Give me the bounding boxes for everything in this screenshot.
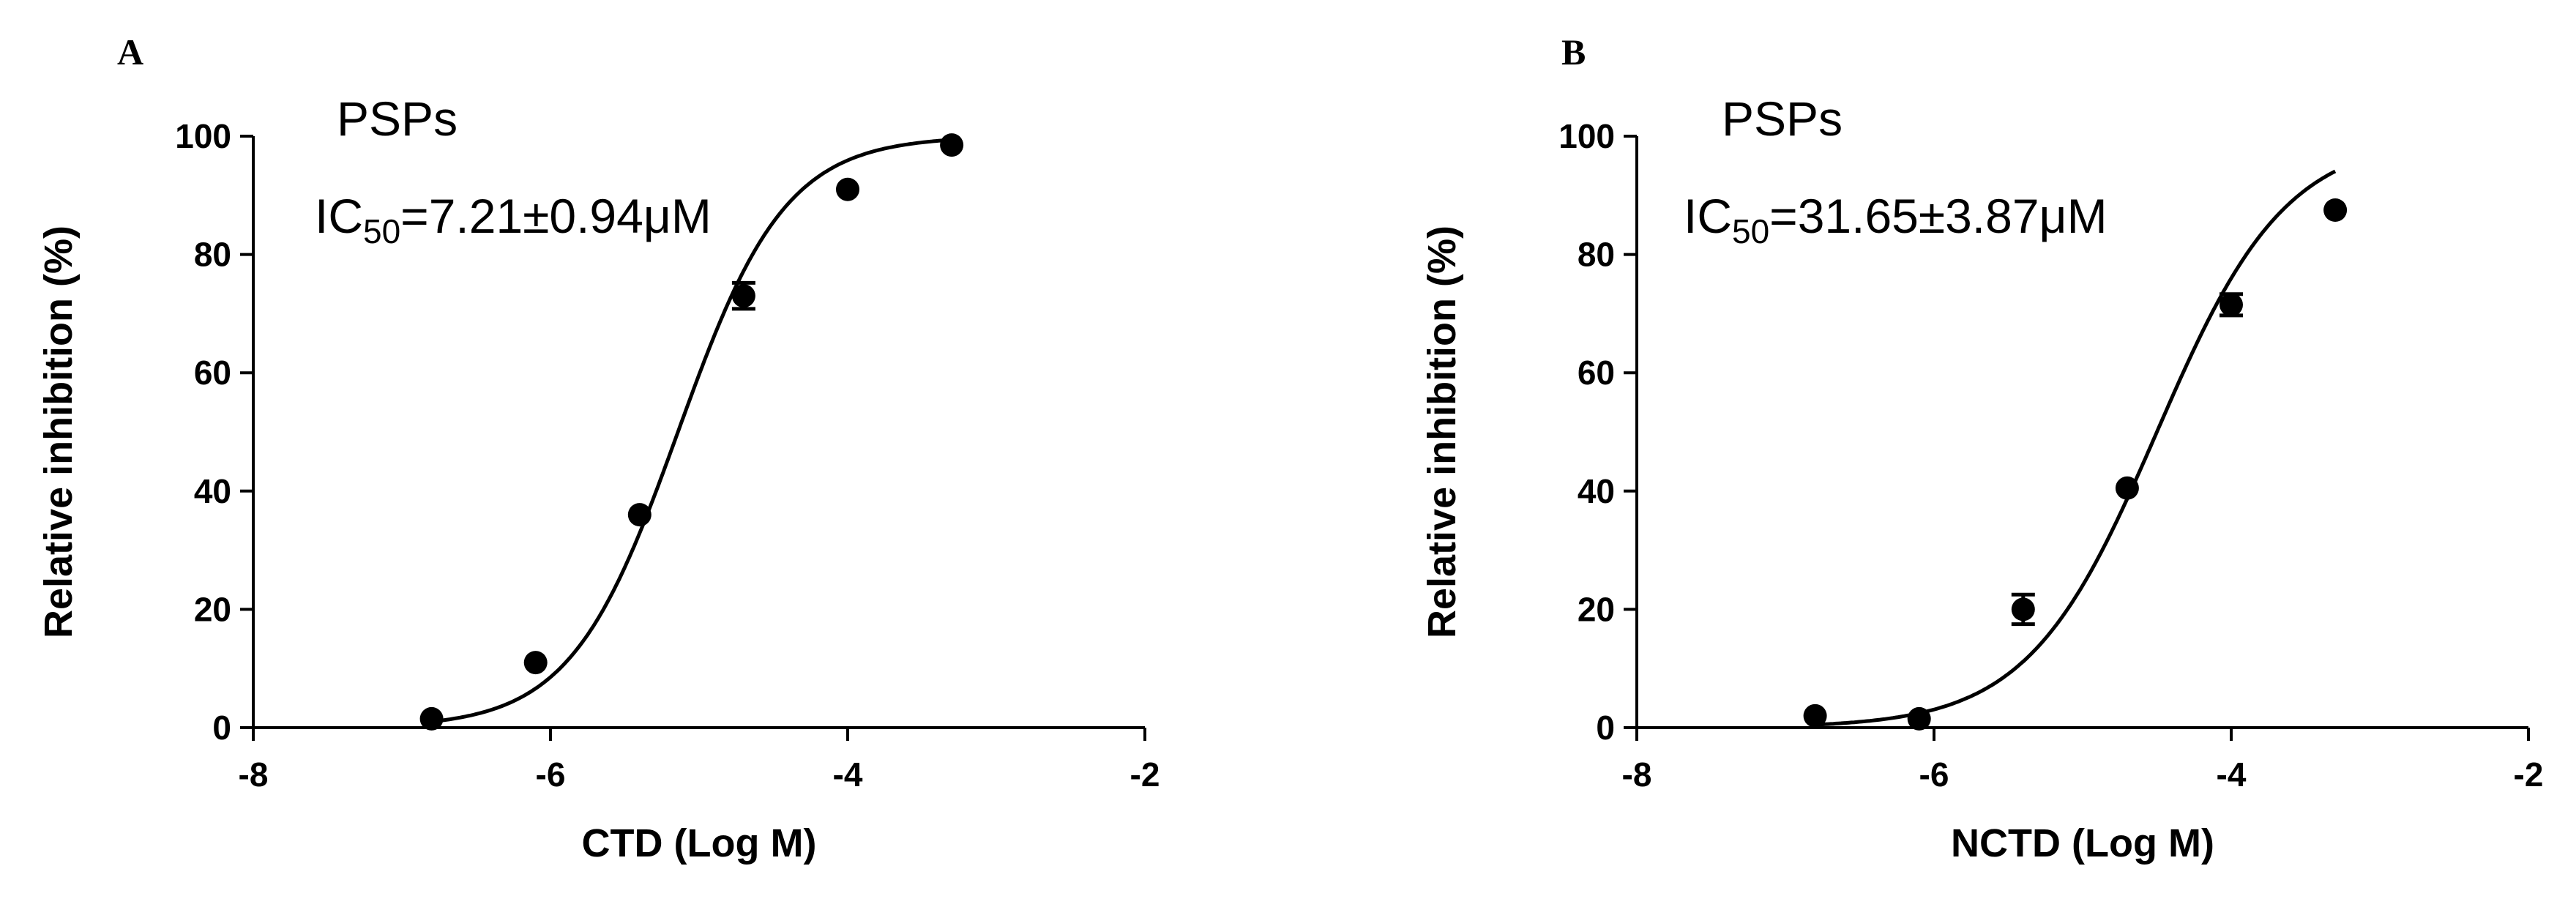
y-tick-label: 100: [175, 117, 231, 155]
ic50-prefix: IC: [1684, 189, 1732, 243]
data-point: [1803, 703, 1827, 728]
y-tick-label: 0: [1596, 709, 1615, 747]
data-point: [2011, 597, 2035, 622]
y-tick-label: 40: [194, 472, 231, 510]
x-axis-title: NCTD (Log M): [1951, 821, 2214, 865]
fit-curve: [1815, 169, 2337, 727]
chart-panel-a: A 0 20 40 60 80 100 -8 -6 -4 -2 CTD (Log M) Relative…: [37, 31, 1160, 865]
data-point: [627, 503, 652, 527]
data-point: [940, 133, 964, 157]
x-tick-label: -8: [239, 755, 269, 794]
y-tick-label: 80: [194, 236, 231, 274]
ic50-prefix: IC: [315, 189, 363, 243]
x-tick-label: -4: [833, 755, 863, 794]
panel-label: A: [117, 31, 143, 72]
y-tick-label: 0: [212, 709, 231, 747]
data-point: [731, 284, 755, 308]
x-tick-label: -2: [2514, 755, 2544, 794]
ic50-annotation: IC50=7.21±0.94μM: [315, 189, 712, 250]
y-axis-title: Relative inhibition (%): [37, 225, 81, 638]
y-tick-label: 80: [1578, 236, 1615, 274]
x-tick-label: -6: [1919, 755, 1949, 794]
data-point: [523, 651, 548, 675]
y-tick-label: 100: [1558, 117, 1615, 155]
data-point: [836, 177, 859, 201]
chart-panel-b: B 0 20 40 60 80 100 -8 -6 -4 -2 NCTD (Log M) Relativ…: [1420, 31, 2543, 865]
data-point: [1907, 706, 1931, 731]
y-axis-title: Relative inhibition (%): [1420, 225, 1464, 638]
y-tick-label: 60: [194, 354, 231, 392]
x-tick-label: -8: [1622, 755, 1652, 794]
data-point: [2220, 293, 2243, 317]
ic50-subscript: 50: [363, 212, 400, 250]
fit-curve: [431, 138, 952, 724]
y-tick-label: 20: [1578, 590, 1615, 628]
y-tick-label: 60: [1578, 354, 1615, 392]
ic50-subscript: 50: [1732, 212, 1769, 250]
panel-label: B: [1561, 31, 1586, 72]
data-point: [2323, 198, 2348, 222]
data-point: [2115, 476, 2139, 500]
x-tick-label: -6: [536, 755, 566, 794]
ic50-value: =31.65±3.87μM: [1769, 189, 2107, 243]
ic50-annotation: IC50=31.65±3.87μM: [1684, 189, 2108, 250]
x-tick-label: -2: [1130, 755, 1160, 794]
compound-label: PSPs: [1722, 92, 1843, 146]
x-tick-label: -4: [2217, 755, 2247, 794]
y-tick-label: 40: [1578, 472, 1615, 510]
data-point: [419, 706, 444, 731]
y-tick-label: 20: [194, 590, 231, 628]
ic50-value: =7.21±0.94μM: [400, 189, 712, 243]
compound-label: PSPs: [337, 92, 458, 146]
x-axis-title: CTD (Log M): [582, 821, 817, 865]
